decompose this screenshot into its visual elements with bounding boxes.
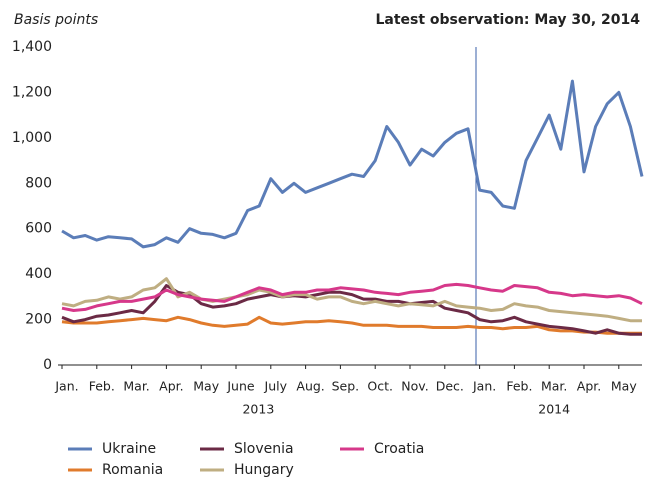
y-tick-label: 200 [25,312,52,328]
y-tick-label: 0 [43,357,52,373]
series-line [61,282,643,312]
series-line [61,277,642,323]
x-tick-label: Oct. [367,379,393,394]
x-tick-label: Jan. [54,379,78,394]
x-tick-label: May [611,379,637,394]
y-tick-label: 1,400 [12,39,52,55]
y-tick-label: 1,000 [12,130,52,146]
x-tick-label: Nov. [401,379,428,394]
y-tick-label: 800 [25,175,52,191]
x-tick-label: Mar. [541,379,567,394]
y-tick-label: 1,200 [12,84,52,100]
x-tick-label: June [226,379,255,394]
legend-label: Slovenia [234,441,294,457]
x-tick-label: Feb. [89,379,115,394]
legend-label: Croatia [374,441,424,457]
x-tick-label: Dec. [436,379,464,394]
year-label: 2014 [538,402,570,417]
legend-label: Romania [102,462,163,478]
x-tick-label: Feb. [506,379,532,394]
y-tick-label: 600 [25,221,52,237]
x-tick-label: Aug. [296,379,324,394]
x-tick-label: Sep. [332,379,360,394]
legend-label: Ukraine [102,441,156,457]
y-tick-label: 400 [25,266,52,282]
x-tick-label: Jan. [472,379,496,394]
year-label: 2013 [242,402,274,417]
series-line [61,79,644,249]
note: Latest observation: May 30, 2014 [375,12,640,28]
series-line [61,315,642,335]
x-tick-label: July [264,379,288,394]
x-tick-label: May [193,379,219,394]
x-tick-label: Apr. [159,379,183,394]
y-unit-label: Basis points [14,12,98,28]
legend-label: Hungary [234,462,294,478]
x-tick-label: Apr. [577,379,601,394]
x-tick-label: Mar. [123,379,149,394]
